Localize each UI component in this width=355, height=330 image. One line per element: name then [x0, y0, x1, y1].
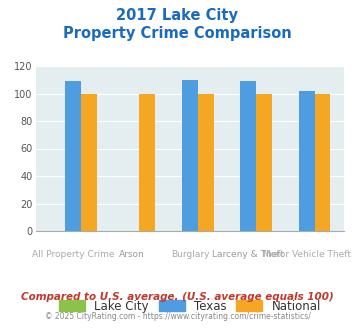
Bar — [65, 81, 81, 231]
Text: Motor Vehicle Theft: Motor Vehicle Theft — [263, 250, 351, 259]
Legend: Lake City, Texas, National: Lake City, Texas, National — [59, 300, 321, 313]
Bar — [182, 80, 198, 231]
Text: Larceny & Theft: Larceny & Theft — [212, 250, 284, 259]
Bar — [256, 93, 272, 231]
Bar — [240, 81, 256, 231]
Text: Property Crime Comparison: Property Crime Comparison — [63, 26, 292, 41]
Bar — [315, 93, 330, 231]
Text: Burglary: Burglary — [171, 250, 209, 259]
Text: Arson: Arson — [119, 250, 144, 259]
Bar — [198, 93, 214, 231]
Bar — [140, 93, 155, 231]
Text: 2017 Lake City: 2017 Lake City — [116, 8, 239, 23]
Bar — [81, 93, 97, 231]
Text: Compared to U.S. average. (U.S. average equals 100): Compared to U.S. average. (U.S. average … — [21, 292, 334, 302]
Bar — [299, 91, 315, 231]
Text: All Property Crime: All Property Crime — [32, 250, 114, 259]
Text: © 2025 CityRating.com - https://www.cityrating.com/crime-statistics/: © 2025 CityRating.com - https://www.city… — [45, 312, 310, 321]
